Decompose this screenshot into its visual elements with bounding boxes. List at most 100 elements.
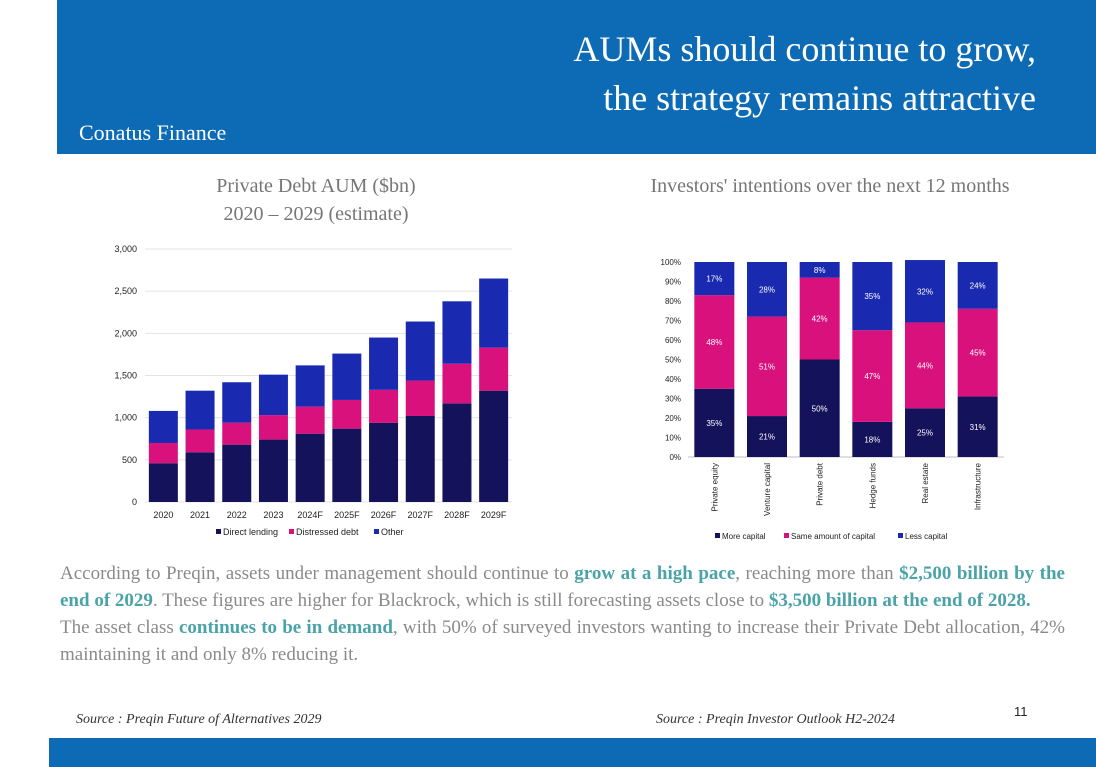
- aum-bar-segment: [369, 337, 399, 390]
- intent-bar-segment: [747, 416, 787, 457]
- aum-bar-segment: [479, 390, 509, 502]
- intent-bar-segment: [747, 316, 787, 417]
- aum-bar-segment: [148, 410, 178, 443]
- body-highlight: $2,500 billion by the end of 2029: [60, 563, 1065, 611]
- body-text-run: According to Preqin, assets under manage…: [60, 563, 575, 584]
- body-paragraph-2: The asset class continues to be in deman…: [60, 614, 1065, 668]
- intent-x-tick-label: Venture capital: [763, 463, 772, 516]
- body-text-run: The asset class: [60, 617, 179, 638]
- body-highlight: continues to be in demand: [178, 617, 393, 638]
- aum-y-tick-label: 3,000: [114, 244, 137, 254]
- intent-x-tick-label: Infrastructure: [974, 462, 983, 510]
- intent-bar-segment: [852, 330, 893, 422]
- aum-bar-segment: [332, 399, 362, 429]
- aum-x-tick-label: 2027F: [407, 510, 433, 520]
- intent-x-tick-label: Real estate: [921, 462, 930, 503]
- aum-bar-segment: [479, 347, 509, 391]
- intent-y-tick-label: 30%: [665, 395, 681, 404]
- intent-data-label: 42%: [812, 315, 828, 324]
- aum-bar-segment: [479, 278, 509, 348]
- aum-x-tick-label: 2029F: [481, 510, 507, 520]
- aum-legend-label: Direct lending: [223, 527, 278, 537]
- intent-data-label: 21%: [759, 433, 775, 442]
- aum-x-tick-label: 2021: [190, 510, 210, 520]
- aum-x-tick-label: 2020: [153, 510, 173, 520]
- aum-bar-segment: [405, 380, 435, 416]
- aum-bar-segment: [258, 415, 288, 440]
- intent-data-label: 28%: [759, 285, 775, 294]
- body-paragraph-1: According to Preqin, assets under manage…: [60, 560, 1065, 614]
- aum-bar-segment: [258, 374, 288, 416]
- intent-y-tick-label: 80%: [665, 297, 681, 306]
- intent-bar-segment: [957, 262, 998, 309]
- aum-bar-segment: [332, 353, 362, 400]
- intent-data-label: 25%: [917, 429, 933, 438]
- aum-chart-subtitle: 2020 – 2029 (estimate): [223, 203, 409, 225]
- intent-data-label: 48%: [706, 338, 722, 347]
- intent-legend-swatch: [715, 533, 720, 538]
- intentions-chart-title: Investors' intentions over the next 12 m…: [650, 175, 1010, 197]
- intent-y-tick-label: 60%: [665, 336, 681, 345]
- aum-chart-title-line: Private Debt AUM ($bn): [216, 175, 416, 197]
- aum-bar-segment: [295, 365, 325, 407]
- intent-bar-segment: [852, 262, 893, 331]
- aum-y-tick-label: 0: [132, 497, 137, 507]
- intent-data-label: 18%: [864, 435, 880, 444]
- intent-bar-segment: [957, 308, 998, 397]
- aum-y-tick-label: 2,500: [114, 286, 137, 296]
- aum-bar-segment: [148, 463, 178, 502]
- aum-bar-segment: [222, 444, 252, 502]
- header-band: [57, 0, 1096, 154]
- aum-bar-segment: [405, 321, 435, 381]
- aum-bar-segment: [369, 389, 399, 423]
- intent-bar-segment: [905, 408, 945, 457]
- intent-data-label: 31%: [970, 423, 986, 432]
- intent-y-tick-label: 90%: [665, 278, 681, 287]
- body-highlight: $3,500 billion at the end of 2028.: [768, 590, 1031, 611]
- intent-data-label: 8%: [814, 266, 826, 275]
- intent-x-tick-label: Private debt: [816, 462, 825, 505]
- intent-bar-segment: [799, 262, 840, 278]
- aum-bar-segment: [222, 382, 252, 423]
- intent-data-label: 35%: [864, 292, 880, 301]
- footer-band: [49, 738, 1096, 767]
- aum-x-tick-label: 2023: [263, 510, 283, 520]
- slide-title-line-1: AUMs should continue to grow,: [573, 29, 1036, 69]
- intent-data-label: 45%: [970, 349, 986, 358]
- body-text-run: , with 50% of surveyed investors wanting…: [60, 617, 1065, 665]
- aum-legend-label: Distressed debt: [296, 527, 359, 537]
- intent-data-label: 17%: [706, 275, 722, 284]
- page-number: 11: [1014, 704, 1028, 719]
- intent-bar-segment: [799, 359, 840, 457]
- intent-y-tick-label: 40%: [665, 375, 681, 384]
- aum-x-tick-label: 2025F: [334, 510, 360, 520]
- intent-data-label: 44%: [917, 361, 933, 370]
- intent-x-tick-label: Hedge funds: [868, 463, 877, 508]
- aum-y-tick-label: 1,000: [114, 413, 137, 423]
- intent-y-tick-label: 50%: [665, 356, 681, 365]
- aum-x-tick-label: 2026F: [371, 510, 397, 520]
- intent-legend-swatch: [898, 533, 903, 538]
- intent-data-label: 47%: [864, 372, 880, 381]
- body-text-run: , reaching more than: [735, 563, 900, 584]
- intent-data-label: 50%: [812, 404, 828, 413]
- intent-bar-segment: [694, 295, 735, 389]
- aum-y-tick-label: 2,000: [114, 328, 137, 338]
- body-highlight: grow at a high pace: [574, 563, 736, 584]
- source-right: Source : Preqin Investor Outlook H2-2024: [656, 712, 895, 727]
- intent-bar-segment: [694, 262, 735, 296]
- aum-legend-swatch: [374, 529, 379, 534]
- intent-data-label: 51%: [759, 362, 775, 371]
- aum-legend-swatch: [289, 529, 294, 534]
- aum-bar-segment: [185, 429, 215, 453]
- aum-bar-segment: [185, 390, 215, 430]
- aum-bar-segment: [442, 363, 472, 404]
- intent-legend-swatch: [784, 533, 789, 538]
- intent-y-tick-label: 100%: [661, 258, 681, 267]
- intent-data-label: 24%: [970, 281, 986, 290]
- aum-bar-segment: [295, 406, 325, 434]
- aum-bar-segment: [369, 422, 399, 502]
- intent-bar-segment: [852, 421, 893, 457]
- intent-legend-label: More capital: [722, 532, 766, 541]
